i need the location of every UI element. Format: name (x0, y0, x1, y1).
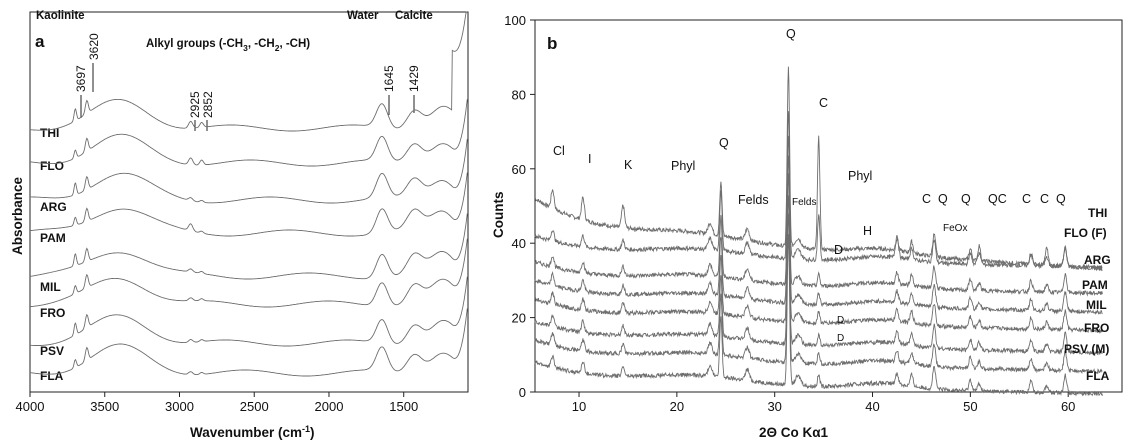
mineral-label-feox: FeOx (943, 223, 967, 234)
panel-b-y-axis: 0 20 40 60 80 100 (504, 13, 535, 400)
ftir-spectrum-pam (29, 172, 468, 237)
ftir-spectrum-flo (29, 99, 468, 167)
mineral-label-i: I (588, 152, 591, 166)
panel-b-y-tick-label: 60 (512, 162, 526, 177)
panel-b-x-tick-label: 30 (767, 399, 781, 414)
panel-b-x-axis-title: 2Θ Co Kα1 (759, 425, 829, 440)
kaolinite-label: Kaolinite (36, 10, 85, 22)
mineral-label-d-1: D (834, 243, 843, 257)
mineral-label-phyl-1: Phyl (671, 159, 695, 173)
panel-a-x-axis: 4000 3500 3000 2500 2000 1500 (16, 392, 418, 414)
panel-a-x-tick-label: 4000 (16, 399, 45, 414)
peak-label-2925: 2925 (188, 91, 202, 118)
alkyl-groups-label: Alkyl groups (-CH3, -CH2, -CH) (146, 38, 310, 53)
panel-a-label-thi: THI (40, 126, 59, 140)
peak-label-1645: 1645 (382, 65, 396, 92)
panel-b-patterns-group (534, 66, 1103, 397)
mineral-label-d-3: D (837, 333, 844, 344)
ftir-spectrum-psv (29, 276, 468, 347)
peak-label-2852: 2852 (201, 91, 215, 118)
panel-b-label-fla: FLA (1086, 369, 1110, 383)
panel-b-label-flo: FLO (F) (1064, 226, 1107, 240)
panel-b-x-tick-label: 40 (865, 399, 879, 414)
panel-a-label-flo: FLO (40, 159, 64, 173)
panel-b-label-arg: ARG (1084, 253, 1111, 267)
ftir-spectrum-thi (29, 11, 468, 132)
panel-b-label-pam: PAM (1082, 278, 1108, 292)
panel-a-x-axis-title: Wavenumber (cm-1) (190, 424, 315, 440)
mineral-label-k: K (624, 158, 633, 172)
calcite-label: Calcite (395, 10, 433, 22)
mineral-label-q-main: Q (786, 27, 796, 41)
panel-b-y-tick-label: 100 (504, 13, 526, 28)
panel-b-label-mil: MIL (1086, 298, 1107, 312)
panel-b-x-tick-label: 60 (1061, 399, 1075, 414)
panel-a-label-psv: PSV (40, 344, 64, 358)
panel-b-x-tick-label: 20 (670, 399, 684, 414)
panel-b-letter: b (547, 34, 557, 53)
panel-b-label-fro: FRO (1084, 321, 1109, 335)
mineral-label-q-4: Q (1056, 192, 1066, 206)
panel-a-label-arg: ARG (40, 200, 67, 214)
xrd-pattern-fla (534, 234, 1103, 397)
mineral-label-phyl-2: Phyl (848, 169, 872, 183)
panel-a-frame (29, 11, 469, 393)
panel-b-y-tick-label: 40 (512, 236, 526, 251)
panel-a-x-tick-label: 3000 (165, 399, 194, 414)
panel-a-label-fla: FLA (40, 369, 64, 383)
ftir-spectrum-fla (29, 308, 468, 377)
panel-a-label-mil: MIL (40, 280, 61, 294)
peak-label-1429: 1429 (407, 65, 421, 92)
panel-b-x-axis: 10 20 30 40 50 60 (572, 392, 1075, 414)
mineral-label-h: H (863, 224, 872, 238)
mineral-label-cl: Cl (553, 144, 565, 158)
xrd-pattern-pam (534, 155, 1103, 315)
xrd-pattern-flof (534, 111, 1103, 271)
water-label: Water (347, 10, 379, 22)
panel-a-label-pam: PAM (40, 231, 66, 245)
mineral-label-c-4: C (1040, 192, 1049, 206)
mineral-label-felds-2: Felds (792, 197, 816, 208)
panel-a-ftir-spectra: a Kaolinite Alkyl groups (-CH3, -CH2, -C… (10, 10, 469, 440)
xrd-pattern-mil (534, 173, 1103, 335)
mineral-label-c-3: C (1022, 192, 1031, 206)
xrd-pattern-psvm (534, 213, 1103, 375)
xrd-pattern-arg (534, 135, 1103, 297)
xrd-pattern-fro (534, 195, 1103, 356)
panel-a-y-axis-title: Absorbance (10, 176, 25, 255)
panel-a-letter: a (35, 32, 45, 51)
panel-b-y-tick-label: 0 (519, 385, 526, 400)
mineral-label-q-2: Q (938, 192, 948, 206)
panel-b-y-tick-label: 80 (512, 87, 526, 102)
mineral-label-q-1: Q (719, 136, 729, 150)
panel-b-x-tick-label: 10 (572, 399, 586, 414)
mineral-label-q-3: Q (961, 192, 971, 206)
panel-b-x-tick-label: 50 (963, 399, 977, 414)
peak-label-3620: 3620 (87, 33, 101, 60)
panel-a-label-fro: FRO (40, 306, 65, 320)
mineral-label-qc: QC (988, 192, 1007, 206)
mineral-label-c-main: C (819, 96, 828, 110)
panel-a-x-tick-label: 2500 (240, 399, 269, 414)
mineral-label-felds-1: Felds (738, 193, 769, 207)
panel-a-x-tick-label: 1500 (389, 399, 418, 414)
panel-a-x-tick-label: 3500 (90, 399, 119, 414)
panel-b-label-thi: THI (1088, 206, 1107, 220)
panel-a-x-tick-label: 2000 (315, 399, 344, 414)
ftir-spectrum-fro (30, 238, 468, 308)
panel-b-y-tick-label: 20 (512, 311, 526, 326)
mineral-label-d-2: D (837, 315, 844, 326)
mineral-label-c-2: C (922, 192, 931, 206)
panel-b-label-psv: PSV (M) (1064, 342, 1109, 356)
panel-a-spectra-group (29, 11, 468, 377)
panel-b-y-axis-title: Counts (491, 192, 506, 239)
panel-b-frame (534, 19, 1123, 393)
ftir-spectrum-mil (29, 213, 468, 280)
peak-label-3697: 3697 (74, 65, 88, 92)
ftir-spectrum-arg (30, 138, 468, 204)
